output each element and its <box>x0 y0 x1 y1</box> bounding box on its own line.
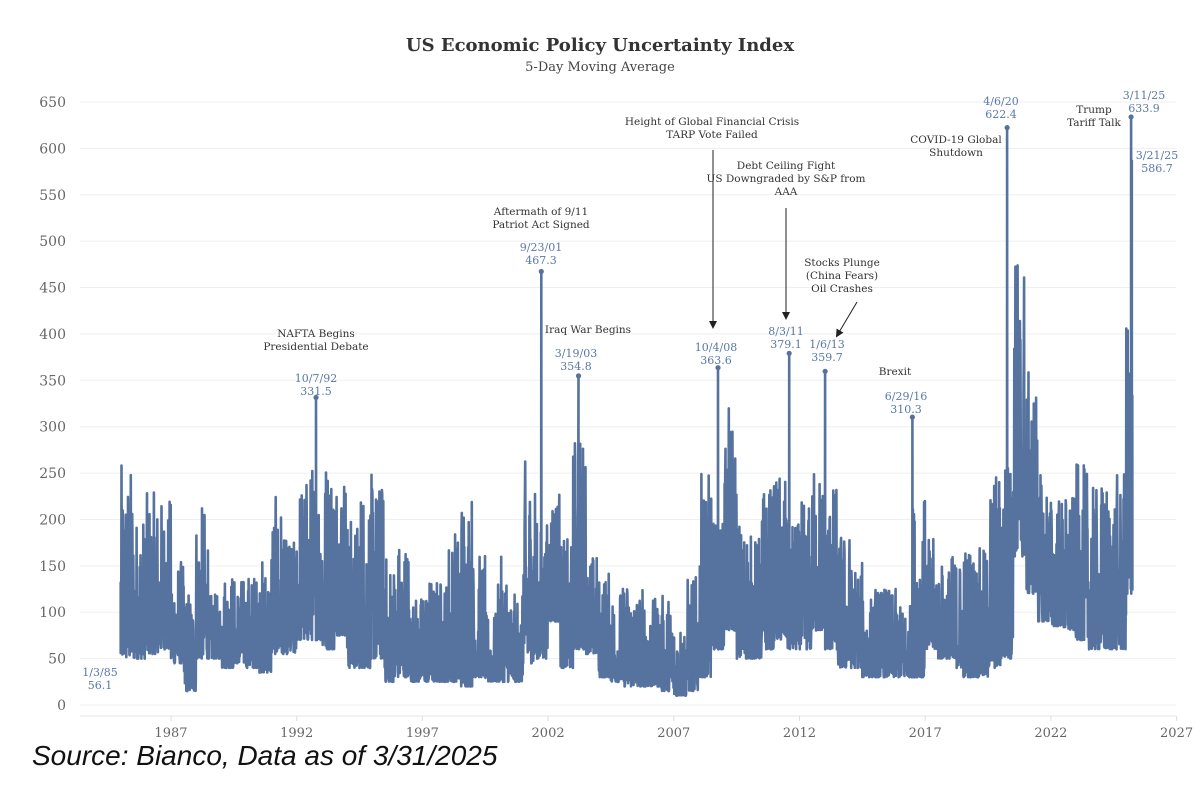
y-tick-label: 450 <box>39 281 66 297</box>
peak-date-label: 10/4/08 <box>695 341 737 354</box>
series-line <box>119 115 1134 697</box>
peak-value-label: 310.3 <box>890 403 922 416</box>
x-tick-label: 2002 <box>532 726 565 741</box>
y-tick-label: 400 <box>39 327 66 343</box>
x-tick-label: 2012 <box>783 726 816 741</box>
peak-value-label: 363.6 <box>700 354 732 367</box>
series-path <box>119 115 1134 697</box>
x-axis: 1987 1992 1997 2002 2007 2012 2017 2022 2027 <box>80 715 1193 741</box>
y-tick-label: 150 <box>39 559 66 575</box>
x-tick-label: 2027 <box>1160 726 1193 741</box>
event-annotation: Tariff Talk <box>1067 117 1121 129</box>
event-annotation: (China Fears) <box>806 270 878 282</box>
peak-date-label: 4/6/20 <box>983 95 1018 108</box>
peak-value-label: 56.1 <box>88 679 113 692</box>
y-tick-label: 650 <box>39 95 66 111</box>
x-tick-label: 1987 <box>154 726 187 741</box>
chart-subtitle: 5-Day Moving Average <box>525 60 675 75</box>
y-tick-label: 300 <box>39 420 66 436</box>
y-tick-label: 50 <box>48 652 66 668</box>
peak-marker <box>715 365 721 371</box>
gridlines <box>80 101 1176 706</box>
peak-date-label: 6/29/16 <box>885 390 927 403</box>
x-tick-label: 2007 <box>657 726 690 741</box>
peak-date-label: 3/11/25 <box>1123 89 1165 102</box>
peak-marker <box>313 394 319 401</box>
event-annotation: TARP Vote Failed <box>666 129 758 141</box>
peak-value-label: 586.7 <box>1141 162 1173 175</box>
peak-date-label: 3/19/03 <box>555 347 597 360</box>
annotation-arrow <box>835 301 858 338</box>
peak-marker <box>909 414 915 420</box>
peak-value-label: 622.4 <box>985 108 1017 121</box>
peak-value-label: 354.8 <box>560 360 592 373</box>
peak-value-label: 331.5 <box>300 385 332 398</box>
y-tick-label: 550 <box>39 188 66 204</box>
event-annotation: Shutdown <box>929 147 983 159</box>
y-tick-label: 200 <box>39 512 66 528</box>
event-annotation: Iraq War Begins <box>545 324 631 336</box>
peak-date-label: 10/7/92 <box>295 372 337 385</box>
y-tick-label: 250 <box>39 466 66 482</box>
x-tick-label: 2017 <box>909 726 942 741</box>
event-annotation: Stocks Plunge <box>804 257 880 269</box>
y-axis: 0 50 100 150 200 250 300 350 400 450 500 550 600 650 <box>39 95 66 714</box>
chart-title: US Economic Policy Uncertainty Index <box>406 35 794 56</box>
y-tick-label: 500 <box>39 234 66 250</box>
event-annotation: Brexit <box>879 366 912 378</box>
peak-marker <box>538 268 544 275</box>
event-annotation: US Downgraded by S&P from <box>707 173 866 185</box>
y-tick-label: 600 <box>39 141 66 157</box>
y-tick-label: 100 <box>39 605 66 621</box>
peak-date-label: 1/6/13 <box>809 338 844 351</box>
x-tick-label: 2022 <box>1034 726 1067 741</box>
event-annotation: NAFTA Begins <box>277 328 355 340</box>
peak-value-label: 359.7 <box>811 351 843 364</box>
event-annotation: Height of Global Financial Crisis <box>625 116 799 128</box>
peak-marker <box>575 373 582 379</box>
peak-date-label: 8/3/11 <box>768 325 803 338</box>
peak-date-label: 1/3/85 <box>82 666 117 679</box>
peak-value-label: 633.9 <box>1128 102 1160 115</box>
peak-value-label: 467.3 <box>525 254 557 267</box>
x-tick-label: 1997 <box>406 726 439 741</box>
peak-value-label: 379.1 <box>770 338 802 351</box>
event-annotation: Patriot Act Signed <box>492 219 590 231</box>
peak-marker <box>786 350 792 356</box>
x-tick-label: 1992 <box>280 726 313 741</box>
event-annotation: Oil Crashes <box>811 283 873 295</box>
peak-marker <box>1004 124 1010 131</box>
peak-date-label: 3/21/25 <box>1136 149 1178 162</box>
event-annotation: Debt Ceiling Fight <box>737 160 836 172</box>
peak-date-label: 9/23/01 <box>520 241 562 254</box>
event-annotation: Trump <box>1076 104 1112 116</box>
event-annotation: Aftermath of 9/11 <box>493 206 588 218</box>
peak-marker <box>822 368 828 374</box>
y-tick-label: 0 <box>57 698 66 714</box>
event-annotation: Presidential Debate <box>263 341 368 353</box>
event-annotation: COVID-19 Global <box>910 134 1002 146</box>
event-annotation: AAA <box>774 186 798 198</box>
y-tick-label: 350 <box>39 373 66 389</box>
peak-marker <box>1128 114 1134 120</box>
source-note: Source: Bianco, Data as of 3/31/2025 <box>32 740 498 771</box>
